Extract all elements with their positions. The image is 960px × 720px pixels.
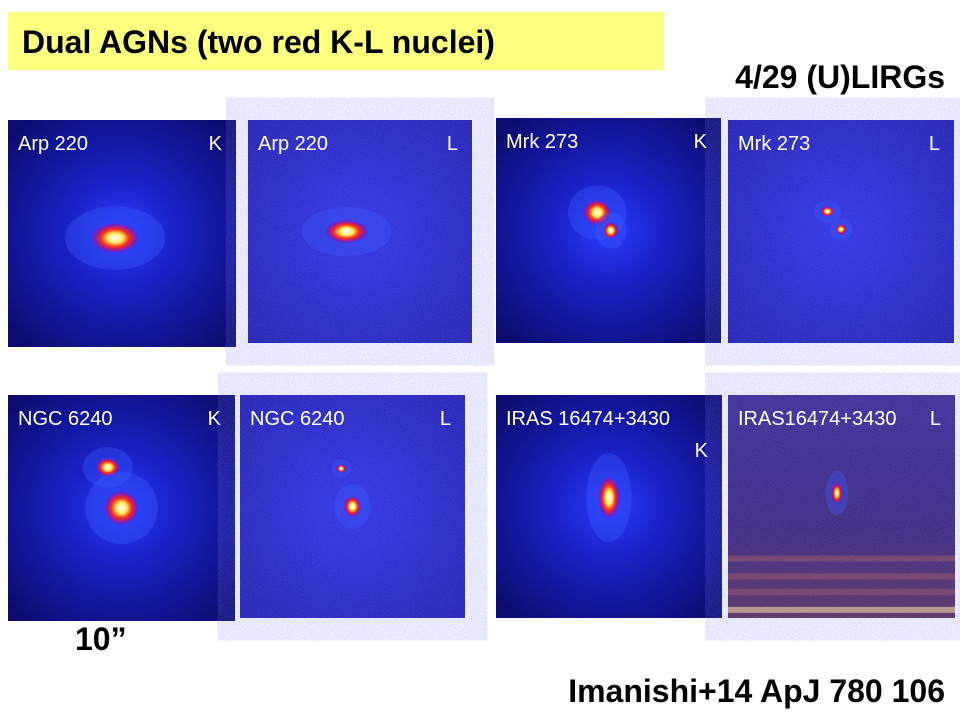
nucleus [835,223,847,235]
image-panel: NGC 6240 K [8,395,235,621]
panel-name: IRAS 16474+3430 [506,408,670,430]
image-panel: Mrk 273 L [728,120,954,343]
stripe [728,555,955,562]
panel-name: NGC 6240 [250,408,345,430]
stripe [728,606,955,613]
stripe [728,589,955,596]
panel-band: K [209,133,223,155]
image-panel: Arp 220 K [8,120,236,347]
nucleus [831,481,843,505]
nucleus [820,205,835,218]
slide-title: Dual AGNs (two red K-L nuclei) [22,24,495,60]
panel-name: Arp 220 [18,133,88,155]
nucleus [324,219,369,244]
reference: Imanishi+14 ApJ 780 106 [568,673,945,709]
panel-band: L [930,408,941,430]
title-highlight [8,12,664,70]
nucleus [582,199,612,226]
panel-name: Mrk 273 [738,133,810,155]
nucleus [597,475,621,520]
nucleus [103,489,140,527]
stripe [728,573,955,580]
panel-band: L [929,133,940,155]
nucleus [95,457,121,478]
scale-label: 10” [75,621,127,657]
nucleus [90,222,141,254]
panel-name: Mrk 273 [506,131,578,153]
panel-band: L [440,408,451,430]
panel-name: Arp 220 [258,133,328,155]
panel-band: L [447,133,458,155]
panel-noise [728,395,955,618]
panel-band: K [208,408,222,430]
nucleus [343,495,362,518]
panel-band: K [695,440,709,462]
image-panel: IRAS16474+3430 L [728,395,955,618]
panel-band: K [694,131,708,153]
image-panel: NGC 6240 L [240,395,465,618]
nucleus [336,464,347,474]
panel-name: NGC 6240 [18,408,113,430]
image-panel: Arp 220 L [248,120,472,343]
nucleus [602,221,619,240]
panel-name: IRAS16474+3430 [738,408,896,430]
image-panel: IRAS 16474+3430 K [496,395,722,618]
image-panel: Mrk 273 K [496,118,721,343]
sample-count: 4/29 (U)LIRGs [735,59,945,95]
